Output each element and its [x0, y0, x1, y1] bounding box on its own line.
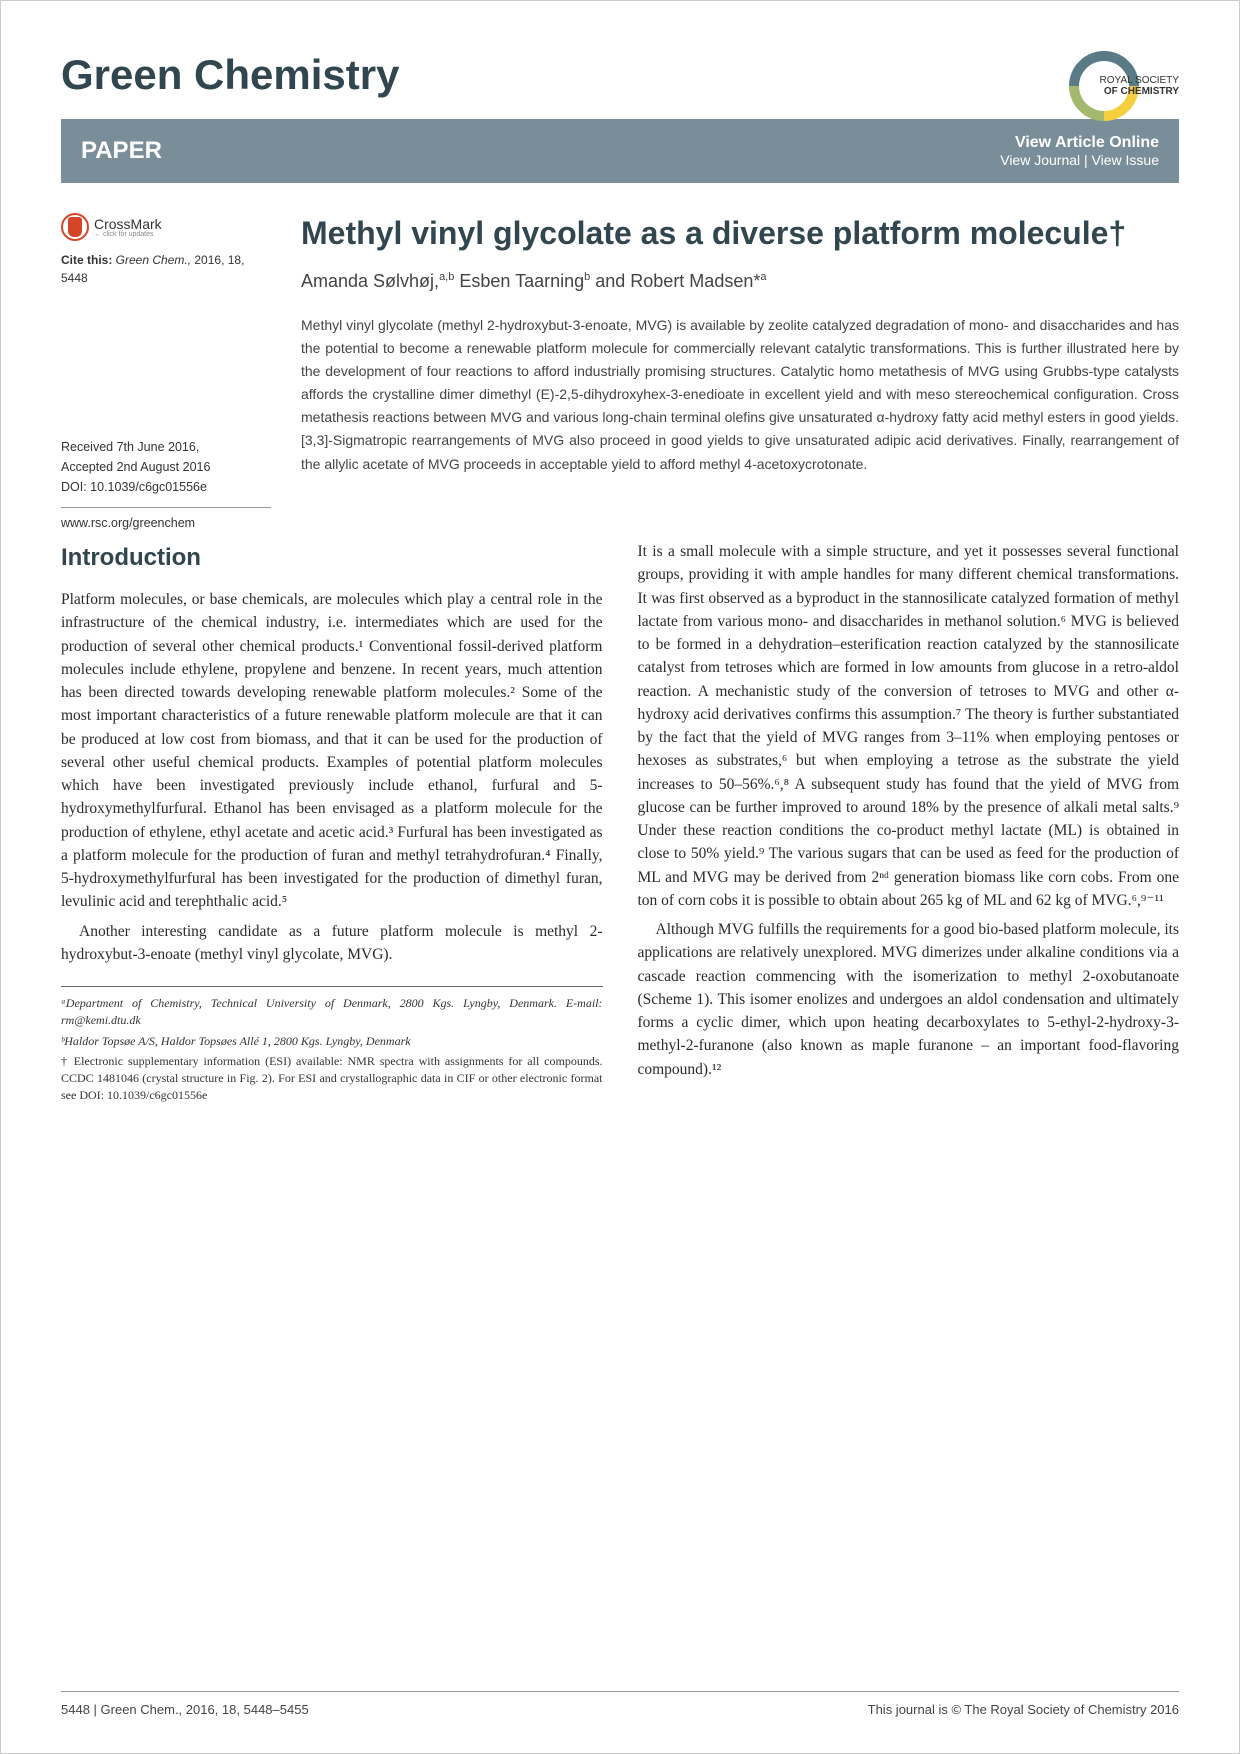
crossmark-text: CrossMark ← click for updates	[94, 217, 162, 238]
cite-journal: Green Chem.,	[116, 253, 191, 267]
journal-title: Green Chemistry	[61, 51, 1179, 99]
body-section: Introduction Platform molecules, or base…	[61, 540, 1179, 1108]
footer-left: 5448 | Green Chem., 2016, 18, 5448–5455	[61, 1702, 309, 1717]
intro-p4: Although MVG fulfills the requirements f…	[638, 918, 1180, 1081]
rsc-logo: ROYAL SOCIETY OF CHEMISTRY	[1029, 41, 1179, 131]
cite-this: Cite this: Green Chem., 2016, 18, 5448	[61, 251, 271, 287]
main-content: CrossMark ← click for updates Cite this:…	[61, 213, 1179, 530]
page-footer: 5448 | Green Chem., 2016, 18, 5448–5455 …	[61, 1691, 1179, 1717]
footnote-a: ᵃDepartment of Chemistry, Technical Univ…	[61, 995, 603, 1029]
paper-bar: PAPER View Article Online View Journal |…	[61, 119, 1179, 183]
date-accepted: Accepted 2nd August 2016	[61, 457, 271, 477]
rsc-text-2: OF CHEMISTRY	[1104, 86, 1179, 97]
body-col-right: It is a small molecule with a simple str…	[638, 540, 1180, 1108]
intro-p1: Platform molecules, or base chemicals, a…	[61, 588, 603, 914]
intro-p2: Another interesting candidate as a futur…	[61, 920, 603, 967]
paper-label: PAPER	[81, 137, 162, 165]
article-header: Methyl vinyl glycolate as a diverse plat…	[301, 213, 1179, 530]
crossmark-icon	[61, 213, 89, 241]
footnote-b: ᵇHaldor Topsøe A/S, Haldor Topsøes Allé …	[61, 1033, 603, 1050]
intro-heading: Introduction	[61, 540, 603, 576]
crossmark-sub: ← click for updates	[94, 231, 162, 238]
rsc-logo-text: ROYAL SOCIETY OF CHEMISTRY	[1100, 75, 1179, 97]
journal-url[interactable]: www.rsc.org/greenchem	[61, 507, 271, 530]
footnote-esi: † Electronic supplementary information (…	[61, 1053, 603, 1103]
abstract: Methyl vinyl glycolate (methyl 2-hydroxy…	[301, 314, 1179, 476]
authors: Amanda Sølvhøj,a,b Esben Taarningb and R…	[301, 271, 1179, 292]
rsc-text-1: ROYAL SOCIETY	[1100, 75, 1179, 86]
view-article-link[interactable]: View Article Online	[1000, 134, 1159, 152]
cite-prefix: Cite this:	[61, 253, 116, 267]
article-title: Methyl vinyl glycolate as a diverse plat…	[301, 213, 1179, 253]
left-sidebar: CrossMark ← click for updates Cite this:…	[61, 213, 271, 530]
view-journal-link[interactable]: View Journal | View Issue	[1000, 152, 1159, 168]
date-received: Received 7th June 2016,	[61, 437, 271, 457]
body-col-left: Introduction Platform molecules, or base…	[61, 540, 603, 1108]
intro-p3: It is a small molecule with a simple str…	[638, 540, 1180, 912]
footer-right: This journal is © The Royal Society of C…	[868, 1702, 1179, 1717]
crossmark-title: CrossMark	[94, 217, 162, 231]
crossmark-badge[interactable]: CrossMark ← click for updates	[61, 213, 271, 241]
dates-block: Received 7th June 2016, Accepted 2nd Aug…	[61, 437, 271, 497]
paper-links: View Article Online View Journal | View …	[1000, 134, 1159, 168]
doi: DOI: 10.1039/c6gc01556e	[61, 477, 271, 497]
footnotes: ᵃDepartment of Chemistry, Technical Univ…	[61, 986, 603, 1104]
